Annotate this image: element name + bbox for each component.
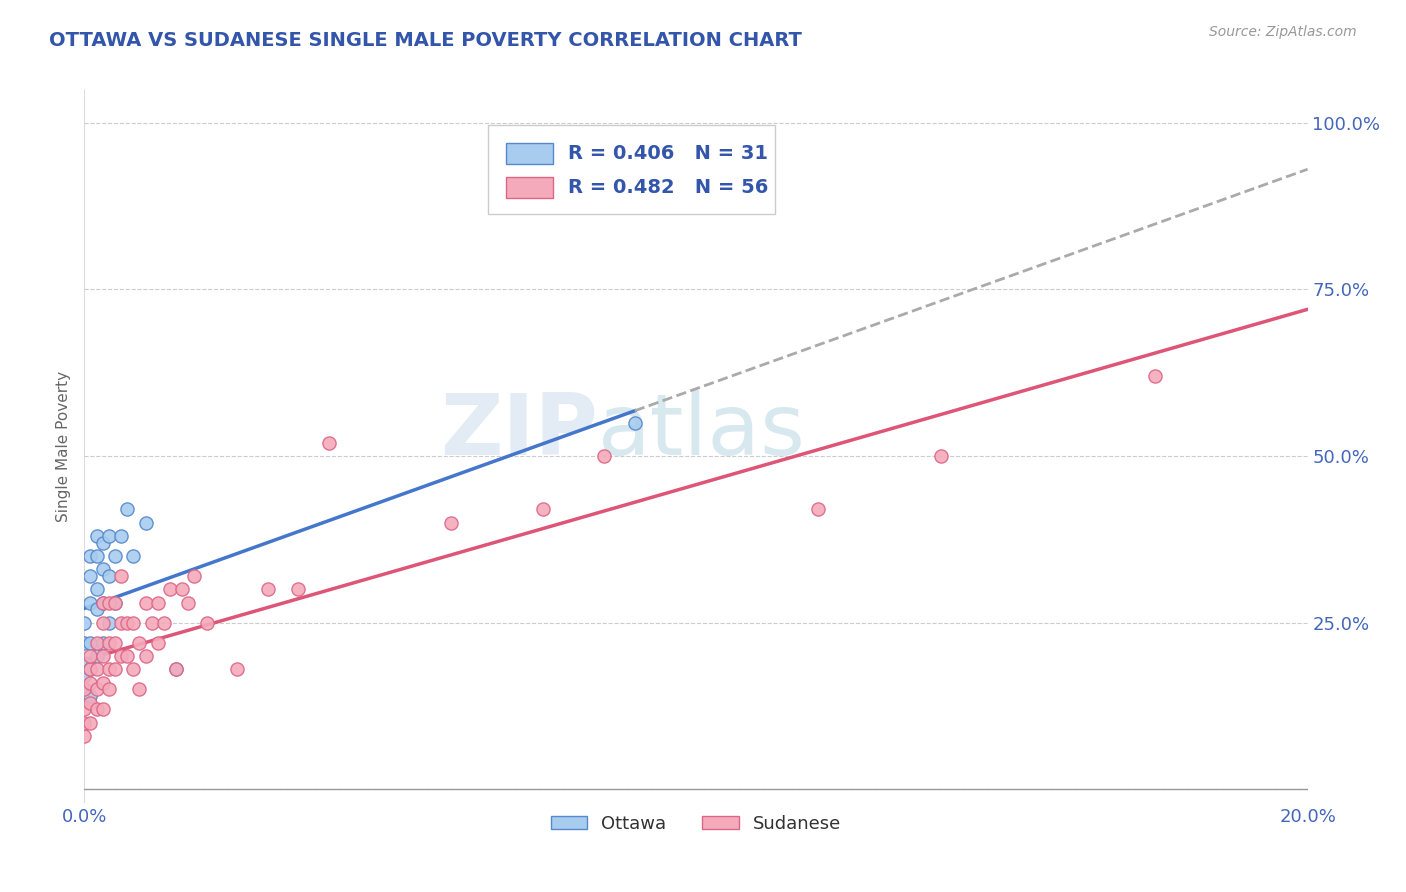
Text: R = 0.406   N = 31: R = 0.406 N = 31 xyxy=(568,144,768,163)
Point xyxy=(91,535,114,549)
Point xyxy=(104,636,127,650)
Point xyxy=(79,696,101,710)
Text: OTTAWA VS SUDANESE SINGLE MALE POVERTY CORRELATION CHART: OTTAWA VS SUDANESE SINGLE MALE POVERTY C… xyxy=(49,31,801,50)
Point xyxy=(226,662,249,676)
Point xyxy=(122,662,145,676)
Point xyxy=(593,449,616,463)
Point xyxy=(287,582,309,597)
Point xyxy=(86,662,108,676)
Point xyxy=(73,656,96,670)
Point xyxy=(141,615,163,630)
Point xyxy=(135,649,157,664)
Point xyxy=(73,715,96,730)
Point xyxy=(91,562,114,576)
Point xyxy=(257,582,280,597)
Point xyxy=(929,449,952,463)
Point xyxy=(73,636,96,650)
FancyBboxPatch shape xyxy=(488,125,776,214)
Point xyxy=(159,582,181,597)
Point xyxy=(97,569,120,583)
Point xyxy=(128,636,150,650)
Point xyxy=(73,729,96,743)
Point xyxy=(128,682,150,697)
Point xyxy=(79,569,101,583)
Point xyxy=(79,662,101,676)
Point xyxy=(91,649,114,664)
Point xyxy=(104,596,127,610)
Bar xyxy=(506,143,553,164)
Point xyxy=(110,569,132,583)
Point xyxy=(79,596,101,610)
Text: Source: ZipAtlas.com: Source: ZipAtlas.com xyxy=(1209,25,1357,39)
Point xyxy=(86,636,108,650)
Point xyxy=(135,516,157,530)
Point xyxy=(110,615,132,630)
Point xyxy=(115,615,138,630)
Point xyxy=(79,549,101,563)
Text: R = 0.482   N = 56: R = 0.482 N = 56 xyxy=(568,178,768,197)
Bar xyxy=(506,177,553,198)
Point xyxy=(86,582,108,597)
Point xyxy=(91,596,114,610)
Point xyxy=(122,615,145,630)
Point xyxy=(91,702,114,716)
Point xyxy=(624,416,647,430)
Point xyxy=(79,715,101,730)
Y-axis label: Single Male Poverty: Single Male Poverty xyxy=(56,370,72,522)
Point xyxy=(177,596,200,610)
Point xyxy=(172,582,194,597)
Point xyxy=(104,662,127,676)
Point xyxy=(79,649,101,664)
Point xyxy=(97,596,120,610)
Point xyxy=(91,596,114,610)
Point xyxy=(104,549,127,563)
Point xyxy=(91,615,114,630)
Point xyxy=(318,435,340,450)
Point xyxy=(146,596,169,610)
Point xyxy=(146,636,169,650)
Text: atlas: atlas xyxy=(598,390,806,474)
Point xyxy=(440,516,463,530)
Point xyxy=(86,702,108,716)
Point xyxy=(79,662,101,676)
Point xyxy=(104,596,127,610)
Point xyxy=(115,649,138,664)
Point xyxy=(73,682,96,697)
Point xyxy=(79,636,101,650)
Point xyxy=(86,682,108,697)
Point xyxy=(86,649,108,664)
Point xyxy=(86,529,108,543)
Point xyxy=(91,675,114,690)
Point xyxy=(195,615,218,630)
Point xyxy=(807,502,830,516)
Point xyxy=(97,615,120,630)
Point xyxy=(122,549,145,563)
Point xyxy=(97,529,120,543)
Text: ZIP: ZIP xyxy=(440,390,598,474)
Point xyxy=(79,675,101,690)
Point xyxy=(110,649,132,664)
Point xyxy=(110,529,132,543)
Point xyxy=(73,615,96,630)
Point xyxy=(73,702,96,716)
Point xyxy=(97,682,120,697)
Point xyxy=(165,662,187,676)
Point xyxy=(91,636,114,650)
Legend: Ottawa, Sudanese: Ottawa, Sudanese xyxy=(544,808,848,840)
Point xyxy=(153,615,176,630)
Point xyxy=(73,682,96,697)
Point xyxy=(531,502,554,516)
Point xyxy=(86,549,108,563)
Point xyxy=(135,596,157,610)
Point xyxy=(79,689,101,703)
Point xyxy=(115,502,138,516)
Point xyxy=(183,569,205,583)
Point xyxy=(1143,368,1166,383)
Point xyxy=(73,669,96,683)
Point xyxy=(97,662,120,676)
Point xyxy=(97,636,120,650)
Point xyxy=(165,662,187,676)
Point xyxy=(86,602,108,616)
